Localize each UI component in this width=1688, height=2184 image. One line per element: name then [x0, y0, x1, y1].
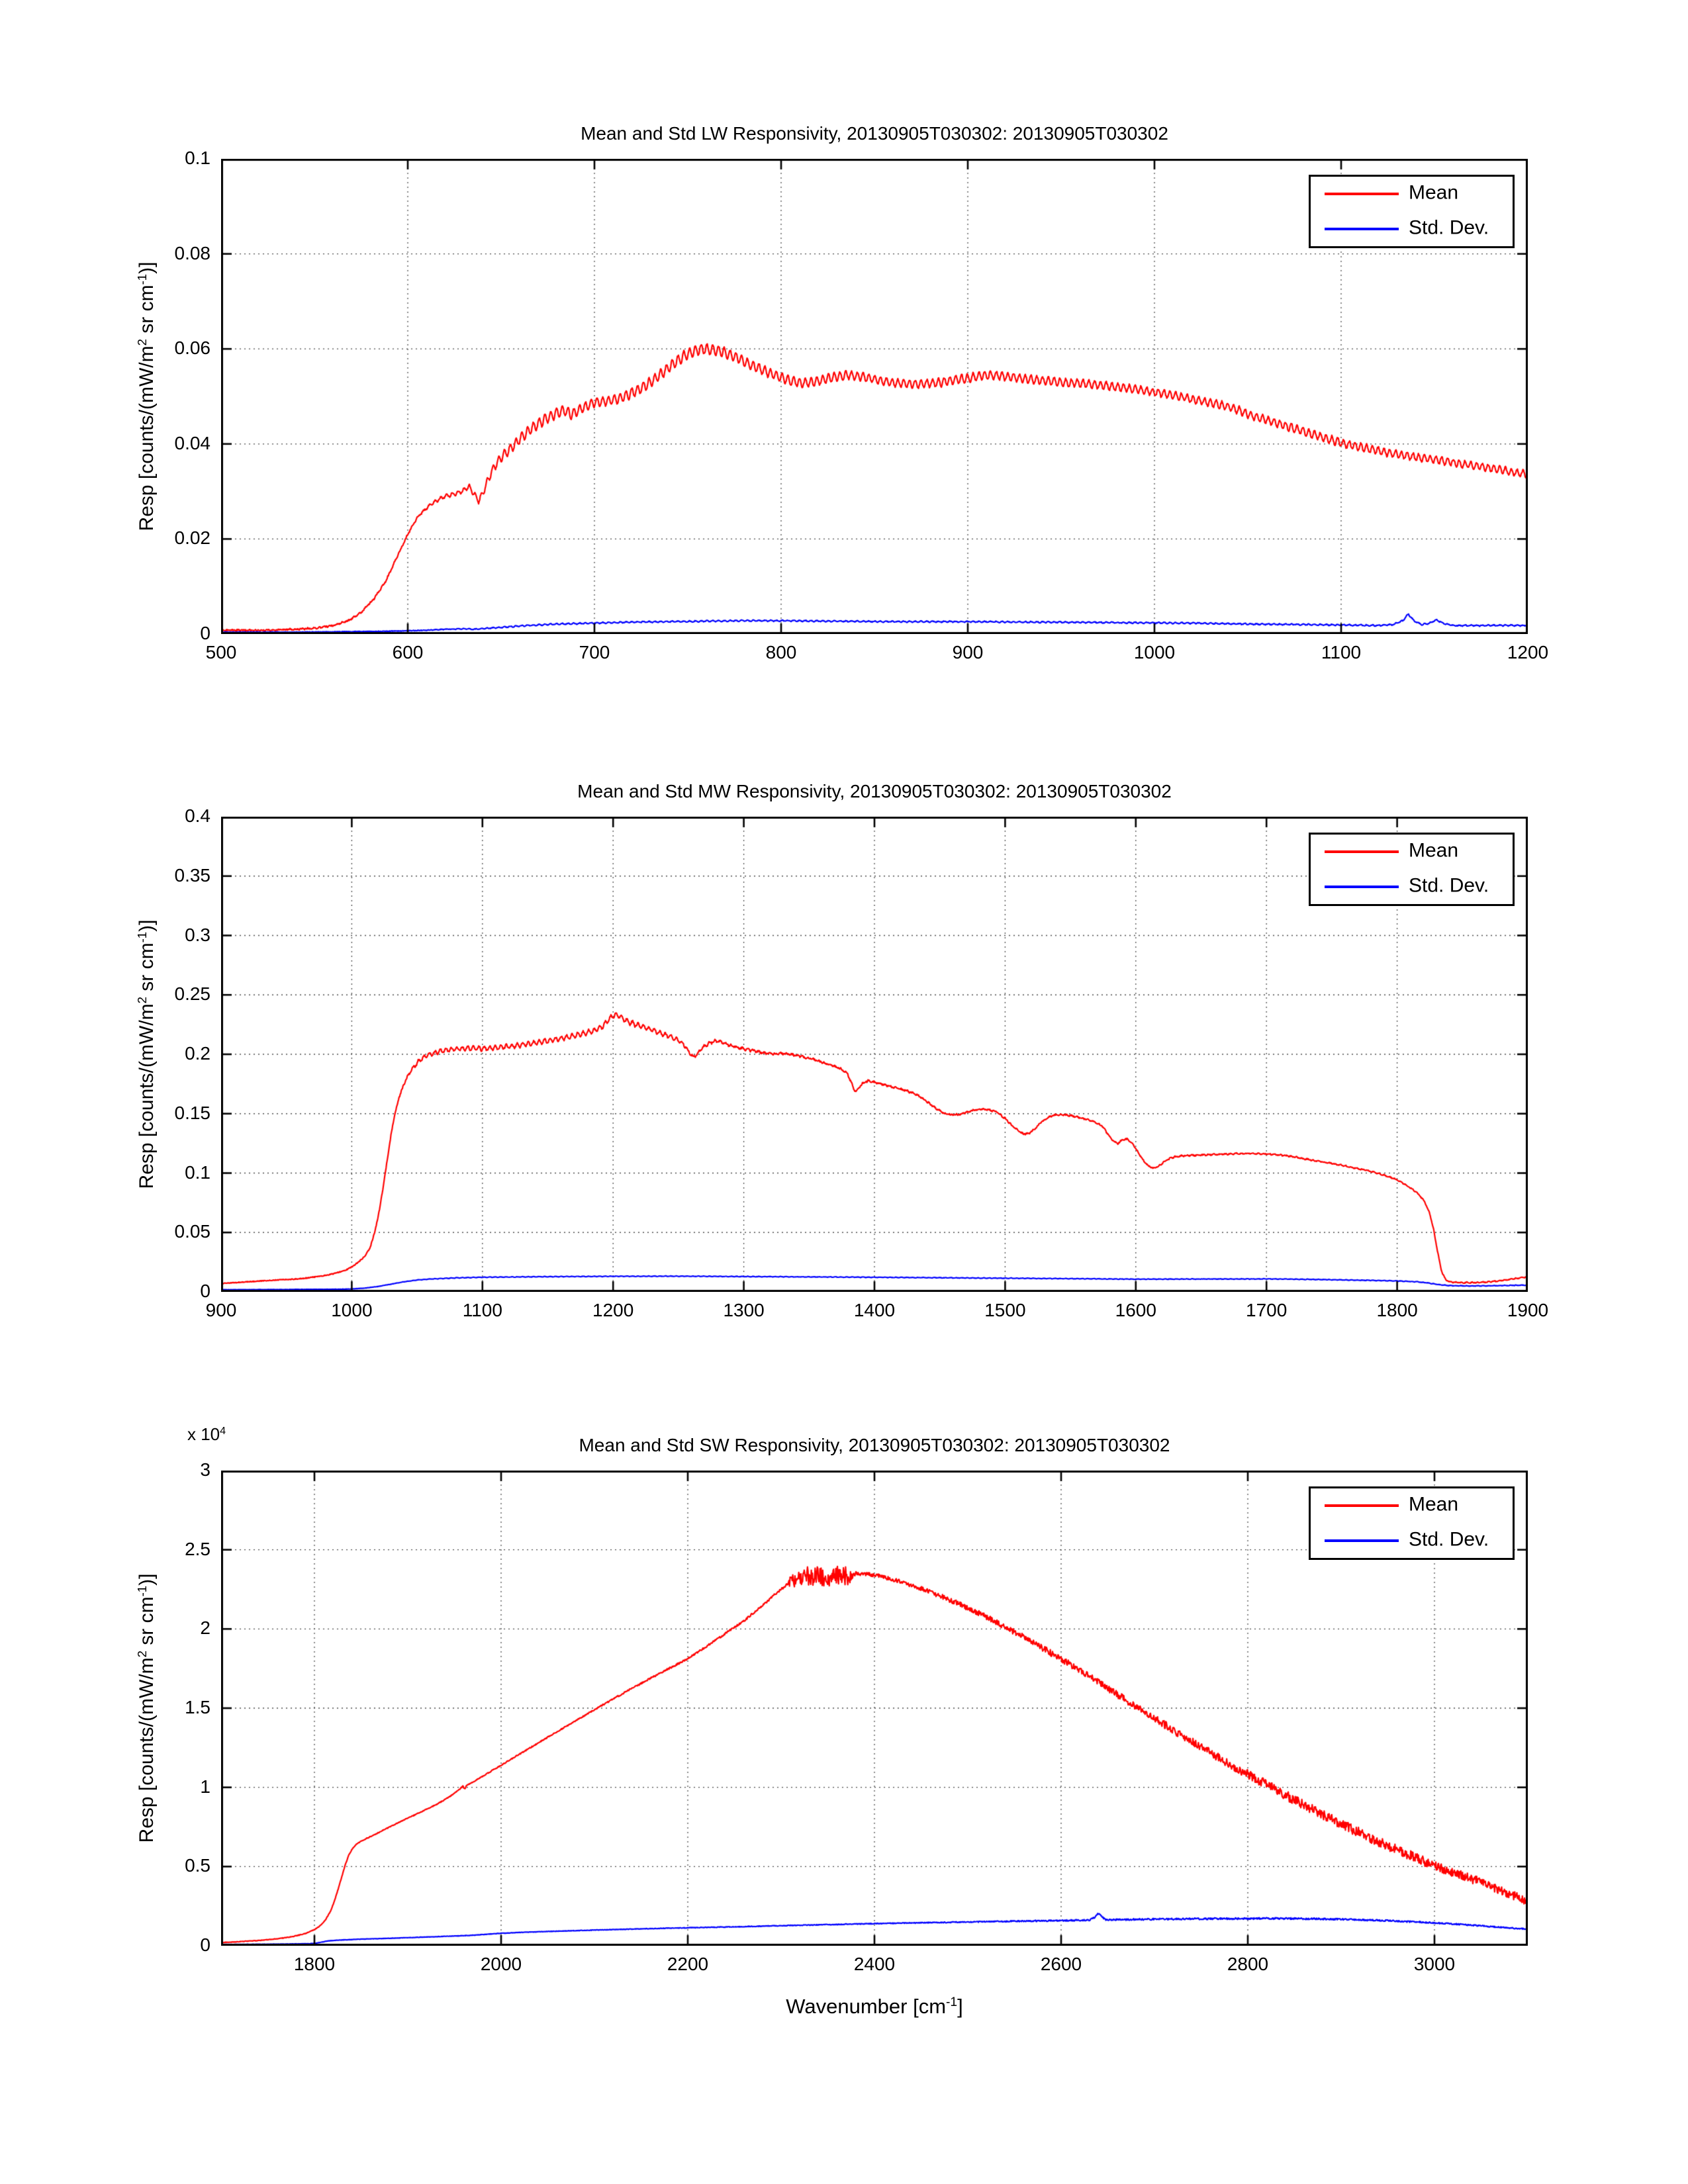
x-tick-label: 1600: [1115, 1300, 1156, 1320]
x-tick-label: 1800: [293, 1954, 336, 1974]
y-tick-label: 0.1: [185, 148, 211, 168]
y-tick-label: 0.05: [174, 1221, 211, 1242]
x-tick-label: 1900: [1507, 1300, 1549, 1320]
label-segment: Resp [counts/(mW/m: [136, 1003, 158, 1189]
legend-line-sample: [1325, 885, 1399, 888]
legend-label: Std. Dev.: [1409, 216, 1489, 239]
x-tick-label: 3000: [1413, 1954, 1456, 1974]
y-tick-label: 2.5: [185, 1538, 211, 1559]
legend-item-mean: Mean: [1311, 177, 1513, 212]
x-tick-label: 900: [205, 1300, 237, 1320]
x-tick-label: 1800: [1376, 1300, 1418, 1320]
plot-title-lw: Mean and Std LW Responsivity, 20130905T0…: [581, 123, 1168, 144]
label-segment: ]: [957, 1995, 963, 2018]
y-tick-label: 0.04: [174, 432, 211, 453]
label-segment: -1: [134, 273, 149, 285]
legend-line-sample: [1325, 1539, 1399, 1542]
x-tick-label: 800: [765, 642, 797, 662]
y-tick-label: 0.02: [174, 527, 211, 549]
y-axis-label: Resp [counts/(mW/m2 sr cm-1)]: [134, 262, 158, 531]
x-tick-label: 1000: [331, 1300, 373, 1320]
x-axis-label: Wavenumber [cm-1]: [221, 1995, 1528, 2019]
plot-axes: Mean Std. Dev.: [221, 159, 1528, 634]
y-tick-label: 2: [200, 1617, 211, 1639]
legend-label: Std. Dev.: [1409, 1528, 1489, 1551]
y-tick-label: 0.15: [174, 1102, 211, 1123]
label-segment: -1: [134, 1585, 149, 1597]
label-segment: 2: [134, 1651, 149, 1658]
plot-axes: Mean Std. Dev.: [221, 817, 1528, 1292]
x-tick-label: 600: [392, 642, 424, 662]
y-tick-label: 0.2: [185, 1043, 211, 1064]
x-tick-label: 1700: [1246, 1300, 1288, 1320]
label-segment: Wavenumber [cm: [786, 1995, 947, 2018]
x-tick-label: 1000: [1133, 642, 1176, 662]
y-tick-label: 1.5: [185, 1697, 211, 1717]
x-tick-label: 1200: [1507, 642, 1549, 662]
x-tick-label: 1200: [592, 1300, 634, 1320]
legend-item-std-dev: Std. Dev.: [1311, 1524, 1513, 1559]
y-tick-label: 3: [200, 1459, 211, 1480]
legend-item-mean: Mean: [1311, 835, 1513, 870]
legend-line-sample: [1325, 193, 1399, 196]
x-tick-label: 900: [952, 642, 984, 662]
x-tick-label: 1100: [1321, 642, 1362, 662]
y-tick-label: 1: [200, 1776, 211, 1797]
label-segment: )]: [136, 1573, 158, 1586]
legend-label: Mean: [1409, 1493, 1459, 1516]
x-tick-label: 1400: [853, 1300, 896, 1320]
x-tick-label: 2600: [1040, 1954, 1082, 1974]
y-tick-label: 0.4: [185, 805, 211, 826]
y-tick-label: 0: [200, 1281, 211, 1301]
label-segment: sr cm: [136, 285, 158, 340]
y-tick-label: 0.5: [185, 1855, 211, 1876]
label-segment: -1: [946, 1995, 958, 2010]
legend-item-mean: Mean: [1311, 1488, 1513, 1524]
x-tick-label: 500: [205, 642, 237, 662]
legend-box: Mean Std. Dev.: [1309, 175, 1515, 248]
y-tick-label: 0.08: [174, 242, 211, 263]
y-tick-label: 0.3: [185, 924, 211, 945]
x-tick-label: 1500: [984, 1300, 1026, 1320]
y-axis-multiplier: x 104: [187, 1424, 226, 1445]
x-tick-label: 2200: [667, 1954, 709, 1974]
x-tick-label: 2000: [480, 1954, 522, 1974]
x-tick-label: 2800: [1227, 1954, 1269, 1974]
plot-title-sw: Mean and Std SW Responsivity, 20130905T0…: [579, 1435, 1170, 1455]
legend-line-sample: [1325, 1504, 1399, 1508]
y-tick-label: 0: [200, 623, 211, 643]
label-segment: Resp [counts/(mW/m: [136, 1657, 158, 1843]
plot-axes: Mean Std. Dev.: [221, 1471, 1528, 1946]
y-tick-label: 0.1: [185, 1161, 211, 1183]
y-tick-label: 0: [200, 1934, 211, 1955]
legend-label: Mean: [1409, 181, 1459, 204]
legend-item-std-dev: Std. Dev.: [1311, 870, 1513, 905]
legend-label: Mean: [1409, 839, 1459, 862]
legend-line-sample: [1325, 850, 1399, 854]
label-segment: x 10: [187, 1424, 220, 1444]
y-tick-label: 0.06: [174, 338, 211, 359]
legend-box: Mean Std. Dev.: [1309, 1486, 1515, 1560]
x-tick-label: 1100: [462, 1300, 502, 1320]
legend-box: Mean Std. Dev.: [1309, 833, 1515, 906]
legend-label: Std. Dev.: [1409, 874, 1489, 897]
x-tick-label: 700: [579, 642, 610, 662]
legend-item-std-dev: Std. Dev.: [1311, 212, 1513, 247]
x-tick-label: 2400: [853, 1954, 896, 1974]
y-tick-label: 0.35: [174, 864, 211, 886]
label-segment: 4: [220, 1425, 226, 1437]
x-tick-label: 1300: [723, 1300, 765, 1320]
y-tick-label: 0.25: [174, 983, 211, 1005]
plot-title-mw: Mean and Std MW Responsivity, 20130905T0…: [577, 781, 1172, 801]
legend-line-sample: [1325, 227, 1399, 230]
